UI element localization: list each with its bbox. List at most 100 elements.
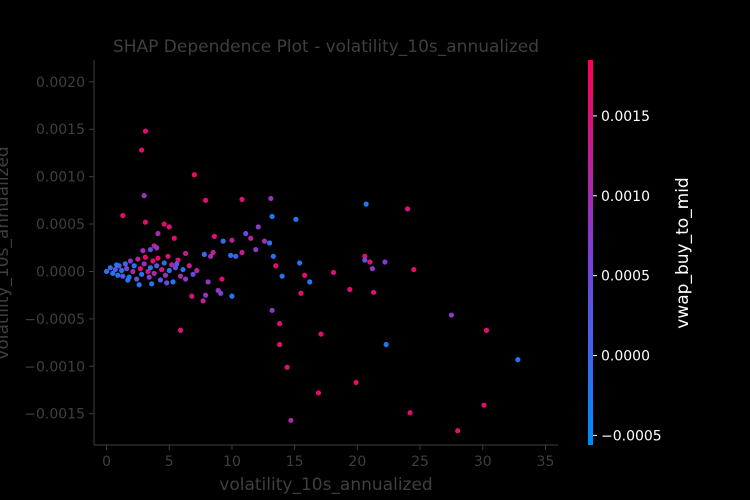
data-point [229, 293, 235, 299]
data-point [363, 201, 369, 207]
data-point [137, 266, 143, 272]
data-point [315, 390, 322, 396]
x-tick-label: 5 [165, 454, 174, 470]
plot-axes: 0 5 10 15 20 25 30 35 −0.0015 −0.0010 −0.0005 0.00… [24, 60, 558, 470]
data-point [161, 260, 167, 266]
data-point [383, 341, 389, 348]
data-point [162, 272, 169, 278]
data-point [186, 263, 192, 269]
data-point [139, 147, 145, 153]
data-point [208, 253, 214, 259]
data-point [269, 213, 275, 220]
data-point [203, 292, 209, 298]
data-point [411, 266, 417, 273]
data-point [124, 266, 130, 272]
y-tick-label: 0.0005 [36, 217, 85, 233]
data-point [302, 272, 308, 278]
y-tick-label: 0.0015 [36, 122, 85, 138]
data-point [165, 253, 171, 259]
data-point [157, 277, 164, 283]
data-point [135, 256, 141, 262]
data-point [362, 253, 368, 259]
data-point [297, 260, 303, 266]
data-point [134, 276, 140, 282]
x-tick-label: 10 [223, 454, 241, 470]
data-point [177, 327, 184, 333]
data-point [154, 263, 160, 269]
x-tick-label: 0 [102, 454, 111, 470]
data-point [194, 267, 200, 274]
data-point [266, 240, 273, 246]
data-point [147, 247, 154, 253]
y-tick-label: −0.0005 [24, 312, 85, 328]
y-axis-ticks: −0.0015 −0.0010 −0.0005 0.0000 0.0005 0.0010 0… [24, 75, 94, 423]
data-point [205, 279, 211, 285]
x-axis-ticks: 0 5 10 15 20 25 30 35 [102, 445, 554, 470]
data-point [318, 331, 324, 337]
data-point [201, 251, 207, 257]
data-point [243, 230, 249, 237]
data-point [118, 267, 125, 274]
data-point [270, 253, 276, 259]
data-point [203, 197, 209, 203]
colorbar-gradient [588, 60, 593, 445]
colorbar-tick-label: 0.0015 [601, 109, 650, 125]
data-point [130, 268, 136, 275]
data-point [268, 195, 274, 202]
data-point [239, 249, 245, 256]
data-point [115, 272, 121, 278]
data-point [166, 267, 172, 274]
data-point [362, 257, 368, 263]
data-point [218, 290, 224, 296]
y-tick-label: 0.0010 [36, 170, 85, 186]
data-point [110, 270, 116, 276]
data-point [139, 271, 145, 277]
data-point [107, 265, 113, 271]
data-point [141, 261, 147, 267]
colorbar-tick-label: 0.0005 [601, 269, 650, 285]
data-point [120, 212, 126, 219]
data-point [166, 224, 172, 230]
data-point [189, 293, 195, 299]
data-point [174, 261, 180, 267]
data-point [180, 266, 186, 273]
data-point [481, 402, 487, 408]
data-point [159, 266, 165, 273]
colorbar-tick-label: −0.0005 [601, 428, 662, 444]
data-point [233, 253, 239, 259]
data-point [347, 286, 353, 293]
data-point [269, 307, 275, 313]
data-point [149, 281, 155, 287]
data-point [284, 364, 290, 370]
data-point [154, 245, 160, 251]
data-point [155, 255, 161, 261]
data-point [146, 274, 152, 280]
data-point [177, 273, 184, 279]
data-point [277, 341, 283, 348]
data-point [171, 235, 177, 241]
data-point [253, 247, 259, 253]
data-point [164, 280, 170, 286]
data-point [182, 250, 189, 257]
data-point [142, 128, 149, 134]
data-point [330, 269, 337, 276]
colorbar-label: vwap_buy_to_mid [673, 177, 693, 328]
colorbar: −0.0005 0.0000 0.0005 0.0010 0.0015 [588, 60, 662, 445]
data-point [169, 262, 175, 268]
x-axis-label: volatility_10s_annualized [219, 475, 432, 495]
data-point [239, 196, 245, 202]
data-point [448, 312, 455, 318]
x-tick-label: 15 [286, 454, 304, 470]
data-point [191, 172, 197, 178]
scatter-points [103, 128, 521, 434]
colorbar-tick-label: 0.0000 [601, 349, 650, 365]
data-point [155, 230, 161, 237]
data-point [142, 254, 149, 260]
data-point [200, 298, 206, 304]
data-point [277, 321, 283, 327]
data-point [293, 216, 299, 222]
x-tick-label: 30 [474, 454, 492, 470]
data-point [103, 268, 110, 275]
data-point [120, 273, 126, 279]
